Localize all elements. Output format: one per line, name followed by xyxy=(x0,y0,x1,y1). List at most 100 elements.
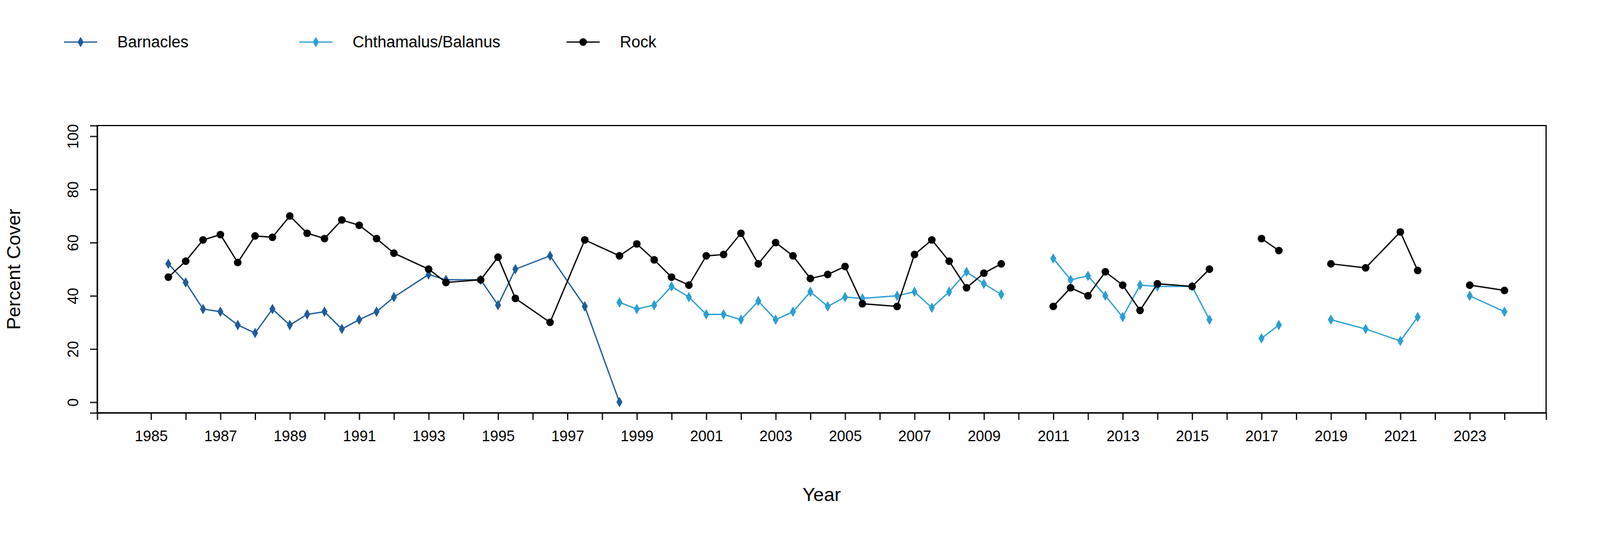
series-marker xyxy=(945,257,953,266)
x-tick-label: 1991 xyxy=(343,427,377,445)
legend-marker xyxy=(312,36,319,48)
x-tick: 2023 xyxy=(1453,413,1487,445)
series-marker xyxy=(807,286,814,298)
x-tick-mark xyxy=(1087,413,1089,421)
x-tick-mark xyxy=(1365,413,1367,421)
x-tick: 2015 xyxy=(1175,413,1209,445)
x-tick-mark xyxy=(254,413,256,421)
series-marker xyxy=(755,296,762,307)
x-tick-label: 2019 xyxy=(1314,427,1349,445)
series-marker xyxy=(1275,320,1282,331)
series-marker xyxy=(321,306,328,318)
series-marker xyxy=(685,281,693,290)
x-tick xyxy=(185,413,187,421)
series-marker xyxy=(841,263,850,271)
series-marker xyxy=(928,236,936,245)
series-marker xyxy=(1050,253,1056,265)
x-tick-mark xyxy=(740,413,742,421)
series-marker xyxy=(928,302,935,314)
x-tick-label: 1985 xyxy=(134,427,168,445)
series-marker xyxy=(720,250,728,259)
x-tick: 2013 xyxy=(1106,413,1140,445)
series-marker xyxy=(268,233,277,242)
y-tick-mark xyxy=(90,242,98,244)
series-marker xyxy=(1466,290,1473,302)
series-marker xyxy=(477,276,485,284)
x-tick: 2021 xyxy=(1384,413,1418,445)
x-tick xyxy=(532,413,534,421)
x-tick-label: 2023 xyxy=(1453,427,1487,445)
x-tick-label: 1987 xyxy=(204,427,238,445)
x-tick-label: 1995 xyxy=(481,427,515,445)
y-tick-mark xyxy=(90,349,98,351)
x-tick: 2019 xyxy=(1314,413,1349,445)
x-tick xyxy=(1226,413,1228,421)
x-tick xyxy=(1088,413,1089,421)
x-tick: 1993 xyxy=(412,413,446,445)
series-marker xyxy=(980,278,987,290)
x-tick xyxy=(254,413,256,421)
x-tick-mark xyxy=(1261,413,1263,421)
x-tick-label: 2003 xyxy=(759,427,793,445)
series-marker xyxy=(304,309,310,320)
series-marker xyxy=(702,252,710,261)
series-marker xyxy=(391,292,398,303)
series-marker xyxy=(737,314,744,326)
series-marker xyxy=(893,302,901,311)
series-marker xyxy=(754,260,763,268)
plot-frame xyxy=(97,125,1547,414)
x-tick-label: 1997 xyxy=(551,427,585,445)
series-marker xyxy=(1414,312,1421,323)
series-marker xyxy=(1396,228,1405,236)
x-tick xyxy=(1365,413,1366,421)
series-marker xyxy=(1466,281,1474,290)
series-marker xyxy=(824,301,831,313)
series-marker xyxy=(1413,266,1422,275)
series-marker xyxy=(616,397,623,408)
x-tick: 1985 xyxy=(134,413,168,445)
y-tick-label: 20 xyxy=(64,341,82,358)
x-tick-label: 2011 xyxy=(1037,427,1070,445)
series-marker xyxy=(164,273,173,282)
x-tick-label: 1989 xyxy=(273,427,307,445)
series-line xyxy=(168,216,1505,323)
series-marker xyxy=(842,292,848,303)
x-tick-mark xyxy=(636,413,638,421)
x-tick: 2007 xyxy=(898,413,932,445)
series-marker xyxy=(337,216,346,224)
x-tick-mark xyxy=(567,413,569,421)
legend-item: Chthamalus/Balanus xyxy=(299,33,501,51)
legend-label: Barnacles xyxy=(117,33,189,51)
series-marker xyxy=(372,234,381,243)
x-tick-mark xyxy=(983,413,985,421)
y-tick-label: 40 xyxy=(64,288,82,305)
series-marker xyxy=(1500,286,1509,295)
x-tick-mark xyxy=(845,413,847,421)
series-marker xyxy=(182,277,189,288)
legend: Barnacles Chthamalus/Balanus Rock xyxy=(64,33,657,51)
x-tick-label: 2001 xyxy=(689,427,723,445)
series-marker xyxy=(685,292,692,303)
series-marker xyxy=(286,212,294,220)
legend-label: Rock xyxy=(619,33,657,51)
x-tick: 2017 xyxy=(1245,413,1279,445)
series-marker xyxy=(634,304,640,315)
y-tick: 40 xyxy=(64,288,98,305)
x-tick xyxy=(1018,413,1020,421)
series-marker xyxy=(1153,280,1162,288)
series-marker xyxy=(234,258,242,267)
series-marker xyxy=(997,260,1006,268)
series-marker xyxy=(963,266,970,278)
x-tick-mark xyxy=(1018,413,1020,421)
series-marker xyxy=(789,252,798,261)
y-tick: 100 xyxy=(64,124,98,150)
legend-label: Chthamalus/Balanus xyxy=(352,33,501,51)
x-tick: 1989 xyxy=(273,413,307,445)
series-marker xyxy=(1275,247,1283,255)
series-marker xyxy=(1188,282,1196,291)
series-marker xyxy=(1501,306,1508,318)
series-marker xyxy=(650,256,659,264)
series-marker xyxy=(251,327,258,339)
legend-marker xyxy=(77,36,84,48)
series-marker xyxy=(546,250,553,262)
